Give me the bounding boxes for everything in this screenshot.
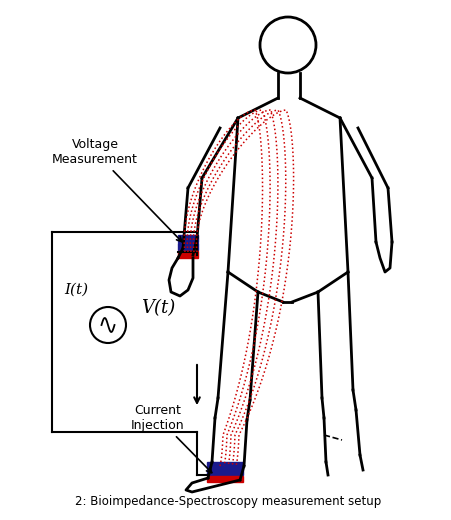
Bar [178, 251, 198, 258]
Text: 2: Bioimpedance-Spectroscopy measurement setup: 2: Bioimpedance-Spectroscopy measurement… [75, 496, 380, 509]
Text: Current
Injection: Current Injection [131, 404, 211, 473]
Bar [178, 235, 198, 242]
Bar [207, 462, 243, 468]
Bar [207, 469, 243, 475]
Text: Voltage
Measurement: Voltage Measurement [52, 138, 181, 242]
Text: V(t): V(t) [141, 299, 175, 317]
Bar [178, 243, 198, 250]
Text: I(t): I(t) [64, 283, 88, 297]
Bar [207, 476, 243, 482]
